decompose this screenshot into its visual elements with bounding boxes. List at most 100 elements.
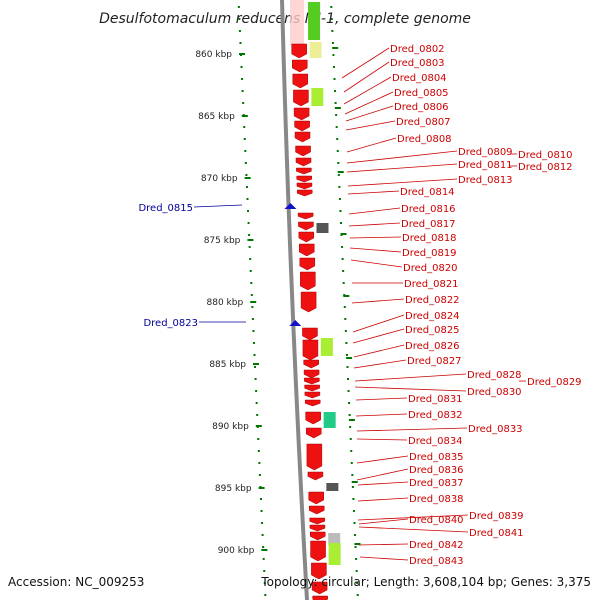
- label-leader-line: [355, 413, 408, 417]
- reverse-gene-arrow[interactable]: [289, 320, 302, 326]
- forward-gene-label[interactable]: Dred_0830: [467, 387, 522, 398]
- forward-gene-label[interactable]: Dred_0827: [407, 356, 462, 367]
- forward-gene-label[interactable]: Dred_0812: [518, 162, 573, 173]
- forward-gene-label[interactable]: Dred_0839: [469, 511, 524, 522]
- forward-gene-label[interactable]: Dred_0843: [409, 556, 464, 567]
- label-leader-line: [353, 359, 407, 369]
- forward-gene-arrow[interactable]: [302, 327, 318, 341]
- genome-backbone: [280, 0, 309, 600]
- forward-gene-label[interactable]: Dred_0828: [467, 370, 522, 381]
- forward-gene-label[interactable]: Dred_0813: [458, 175, 513, 186]
- forward-gene-arrow[interactable]: [309, 524, 326, 532]
- forward-gene-arrow[interactable]: [298, 231, 315, 243]
- forward-gene-label[interactable]: Dred_0814: [400, 187, 455, 198]
- forward-gene-label[interactable]: Dred_0833: [468, 424, 523, 435]
- forward-gene-label[interactable]: Dred_0836: [409, 465, 464, 476]
- forward-gene-arrow[interactable]: [306, 427, 322, 439]
- forward-gene-arrow[interactable]: [312, 595, 328, 600]
- minor-tick: [345, 354, 348, 356]
- reverse-gene-arrow[interactable]: [284, 203, 297, 209]
- forward-gene-label[interactable]: Dred_0819: [402, 248, 457, 259]
- forward-gene-label[interactable]: Dred_0810: [518, 150, 573, 161]
- forward-gene-arrow[interactable]: [311, 581, 328, 595]
- forward-gene-label[interactable]: Dred_0807: [396, 117, 451, 128]
- forward-gene-arrow[interactable]: [299, 243, 315, 257]
- forward-gene-label[interactable]: Dred_0805: [394, 88, 449, 99]
- forward-gene-label[interactable]: Dred_0840: [409, 515, 464, 526]
- forward-gene-label[interactable]: Dred_0841: [469, 528, 524, 539]
- forward-gene-arrow[interactable]: [296, 167, 312, 175]
- forward-gene-arrow[interactable]: [308, 505, 325, 515]
- minor-tick: [259, 498, 262, 500]
- forward-gene-arrow[interactable]: [291, 43, 307, 59]
- forward-gene-arrow[interactable]: [303, 359, 319, 369]
- forward-gene-arrow[interactable]: [294, 131, 311, 143]
- forward-gene-arrow[interactable]: [311, 562, 327, 580]
- forward-gene-arrow[interactable]: [309, 531, 326, 541]
- forward-gene-arrow[interactable]: [300, 271, 316, 291]
- forward-gene-arrow[interactable]: [296, 182, 313, 190]
- forward-gene-label[interactable]: Dred_0804: [392, 73, 447, 84]
- forward-gene-arrow[interactable]: [303, 369, 320, 379]
- forward-gene-arrow[interactable]: [308, 491, 324, 505]
- forward-gene-arrow[interactable]: [304, 384, 320, 392]
- forward-gene-label[interactable]: Dred_0816: [401, 204, 456, 215]
- minor-tick: [243, 126, 246, 128]
- forward-gene-arrow[interactable]: [299, 257, 316, 271]
- forward-gene-arrow[interactable]: [304, 399, 321, 407]
- label-leader-line: [357, 514, 469, 521]
- forward-gene-label[interactable]: Dred_0825: [405, 325, 460, 336]
- forward-gene-arrow[interactable]: [304, 377, 320, 385]
- forward-gene-label[interactable]: Dred_0838: [409, 494, 464, 505]
- forward-gene-label[interactable]: Dred_0822: [405, 295, 460, 306]
- forward-gene-label[interactable]: Dred_0820: [403, 263, 458, 274]
- forward-gene-arrow[interactable]: [297, 212, 314, 220]
- forward-gene-label[interactable]: Dred_0802: [390, 44, 445, 55]
- inner-tick: [354, 543, 361, 545]
- forward-gene-arrow[interactable]: [293, 89, 309, 107]
- forward-gene-arrow[interactable]: [305, 411, 321, 425]
- forward-gene-label[interactable]: Dred_0835: [409, 452, 464, 463]
- forward-gene-label[interactable]: Dred_0809: [458, 147, 513, 158]
- forward-gene-arrow[interactable]: [292, 73, 309, 89]
- forward-gene-arrow[interactable]: [306, 443, 323, 471]
- forward-gene-label[interactable]: Dred_0808: [397, 134, 452, 145]
- forward-gene-label[interactable]: Dred_0806: [394, 102, 449, 113]
- minor-tick: [263, 582, 266, 584]
- forward-gene-arrow[interactable]: [302, 339, 319, 361]
- forward-gene-label[interactable]: Dred_0803: [390, 58, 445, 69]
- forward-gene-label[interactable]: Dred_0817: [401, 219, 456, 230]
- forward-gene-label[interactable]: Dred_0821: [404, 279, 459, 290]
- forward-gene-label[interactable]: Dred_0826: [405, 341, 460, 352]
- scale-tick: [253, 363, 259, 365]
- forward-gene-label[interactable]: Dred_0834: [408, 436, 463, 447]
- reverse-gene-label[interactable]: Dred_0823: [143, 318, 198, 329]
- forward-gene-label[interactable]: Dred_0818: [402, 233, 457, 244]
- forward-gene-label[interactable]: Dred_0832: [408, 410, 463, 421]
- annotation-block: [323, 412, 336, 428]
- forward-gene-arrow[interactable]: [296, 189, 313, 197]
- forward-gene-arrow[interactable]: [294, 120, 310, 132]
- forward-gene-arrow[interactable]: [300, 291, 317, 313]
- forward-gene-arrow[interactable]: [295, 157, 312, 167]
- minor-tick: [241, 90, 244, 92]
- minor-tick: [248, 234, 251, 236]
- forward-gene-label[interactable]: Dred_0829: [527, 377, 582, 388]
- forward-gene-label[interactable]: Dred_0824: [405, 311, 460, 322]
- forward-gene-arrow[interactable]: [298, 221, 314, 231]
- forward-gene-arrow[interactable]: [307, 471, 324, 481]
- reverse-gene-label[interactable]: Dred_0815: [138, 203, 193, 214]
- forward-gene-label[interactable]: Dred_0837: [409, 478, 464, 489]
- minor-tick: [343, 306, 346, 308]
- forward-gene-arrow[interactable]: [309, 517, 325, 525]
- forward-gene-arrow[interactable]: [295, 145, 311, 157]
- forward-gene-arrow[interactable]: [304, 391, 321, 399]
- forward-gene-label[interactable]: Dred_0842: [409, 540, 464, 551]
- label-leader-line: [358, 526, 469, 533]
- forward-gene-arrow[interactable]: [296, 175, 312, 183]
- forward-gene-arrow[interactable]: [310, 540, 326, 562]
- forward-gene-label[interactable]: Dred_0811: [458, 160, 513, 171]
- forward-gene-arrow[interactable]: [293, 107, 310, 121]
- forward-gene-arrow[interactable]: [292, 59, 308, 73]
- forward-gene-label[interactable]: Dred_0831: [408, 394, 463, 405]
